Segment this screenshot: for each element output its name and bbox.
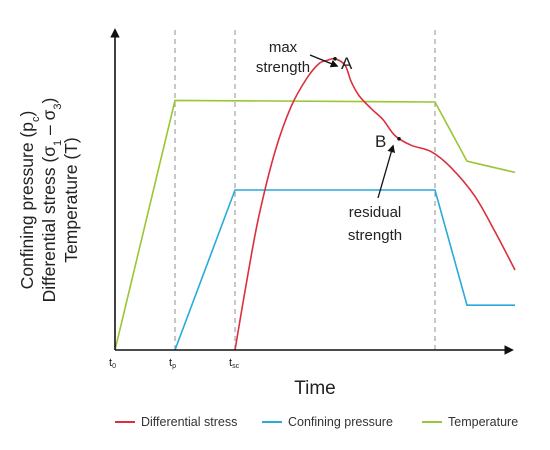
residual-strength-note-line-1: residual	[349, 204, 402, 221]
y-axis-label-line-1: Confining pressure (pc)	[17, 111, 42, 290]
residual-strength-arrow	[377, 144, 396, 199]
legend-item-differential-stress: Differential stress	[115, 415, 237, 429]
legend: Differential stress Confining pressure T…	[0, 412, 550, 436]
x-axis-label: Time	[294, 378, 336, 399]
x-tick-label-t0: t0	[109, 357, 116, 370]
legend-swatch-temperature	[422, 421, 442, 423]
legend-item-temperature: Temperature	[422, 415, 518, 429]
point-b-label: B	[375, 132, 386, 151]
legend-label-confining-pressure: Confining pressure	[288, 415, 393, 429]
x-tick-label-tsc: tsc	[229, 357, 240, 370]
series-line-temperature	[114, 99, 516, 351]
x-tick-label-tp: tp	[169, 357, 176, 370]
legend-item-confining-pressure: Confining pressure	[262, 415, 393, 429]
legend-label-temperature: Temperature	[448, 415, 519, 429]
residual-strength-note-line-2: strength	[348, 227, 402, 244]
point-a-label: A	[341, 54, 353, 73]
series-line-differential-stress	[234, 57, 516, 351]
legend-label-differential-stress: Differential stress	[141, 415, 238, 429]
max-strength-note-line-1: max	[269, 39, 298, 56]
point-b-marker	[397, 137, 401, 141]
y-axis-label-line-3: Temperature (T)	[61, 137, 81, 262]
point-a-marker	[333, 57, 337, 61]
max-strength-arrow	[309, 54, 339, 68]
series-line-confining-pressure	[174, 189, 515, 351]
legend-swatch-differential-stress	[115, 421, 135, 423]
max-strength-note-line-2: strength	[256, 59, 310, 76]
legend-swatch-confining-pressure	[262, 421, 282, 423]
y-axis-label-line-2: Differential stress (σ1 – σ3)	[39, 98, 64, 303]
